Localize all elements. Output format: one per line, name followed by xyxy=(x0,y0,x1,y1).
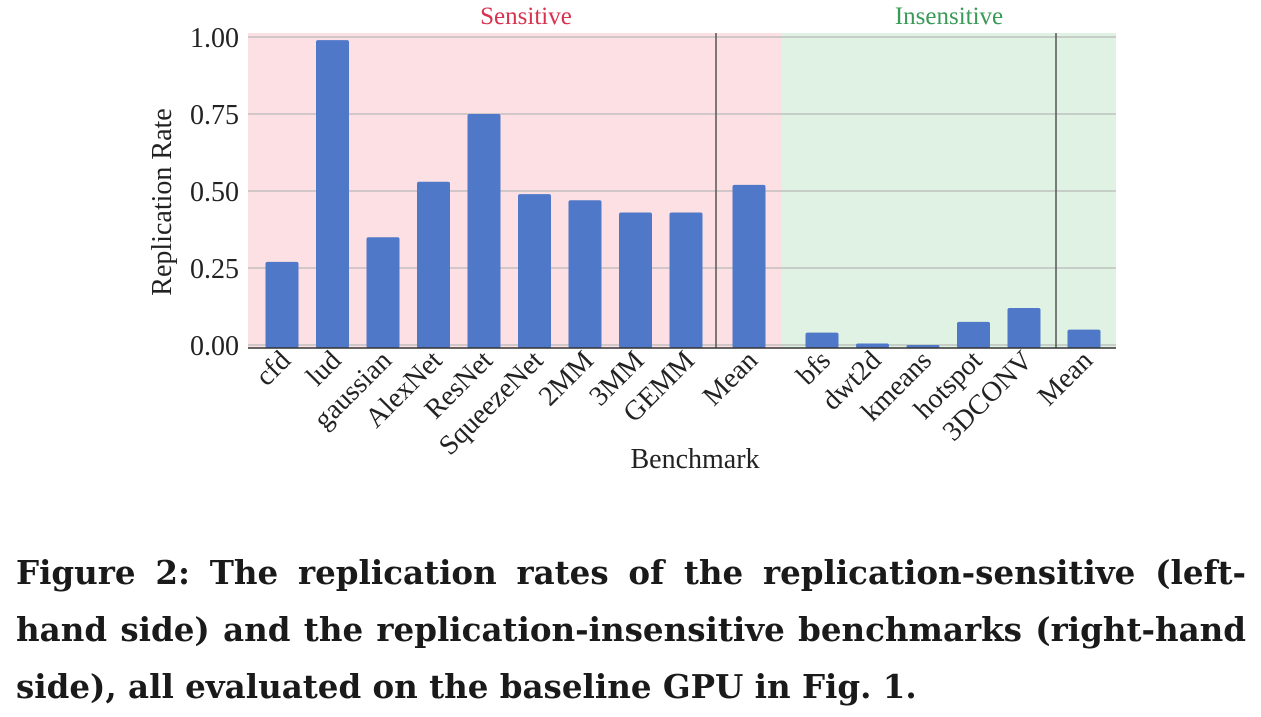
region-label-insensitive: Insensitive xyxy=(895,3,1003,30)
bar-lud xyxy=(316,40,349,349)
x-tick-label: cfd xyxy=(250,345,297,392)
bar-mean-sensitive xyxy=(732,184,766,348)
bars xyxy=(265,40,1101,349)
bar-cfd xyxy=(265,261,299,348)
y-tick-label: 0.25 xyxy=(190,254,239,285)
x-tick-label: Mean xyxy=(697,345,764,412)
bar-bfs xyxy=(805,332,839,348)
mean-separators xyxy=(715,33,1057,348)
bar-hotspot xyxy=(957,321,990,348)
figure-caption: Figure 2: The replication rates of the r… xyxy=(16,553,1246,706)
bar-mean-insensitive xyxy=(1067,329,1101,348)
x-tick-label: 2MM xyxy=(533,345,600,412)
bar-alexnet xyxy=(417,181,450,348)
bar-3mm xyxy=(619,212,652,348)
bar-2mm xyxy=(568,200,602,348)
bar-squeezenet xyxy=(518,194,551,348)
x-axis-title: Benchmark xyxy=(630,444,759,475)
bar-gemm xyxy=(669,212,703,348)
y-axis-title: Replication Rate xyxy=(147,108,178,295)
bar-gaussian xyxy=(366,237,400,348)
bar-3dconv xyxy=(1007,308,1041,348)
y-tick-label: 0.00 xyxy=(190,331,239,362)
y-tick-label: 1.00 xyxy=(190,23,239,54)
y-tick-label: 0.50 xyxy=(190,177,239,208)
bar-dwt2d xyxy=(856,343,889,348)
region-label-sensitive: Sensitive xyxy=(480,3,572,30)
y-tick-label: 0.75 xyxy=(190,100,239,131)
bar-resnet xyxy=(467,114,501,348)
x-tick-label: Mean xyxy=(1032,345,1099,412)
